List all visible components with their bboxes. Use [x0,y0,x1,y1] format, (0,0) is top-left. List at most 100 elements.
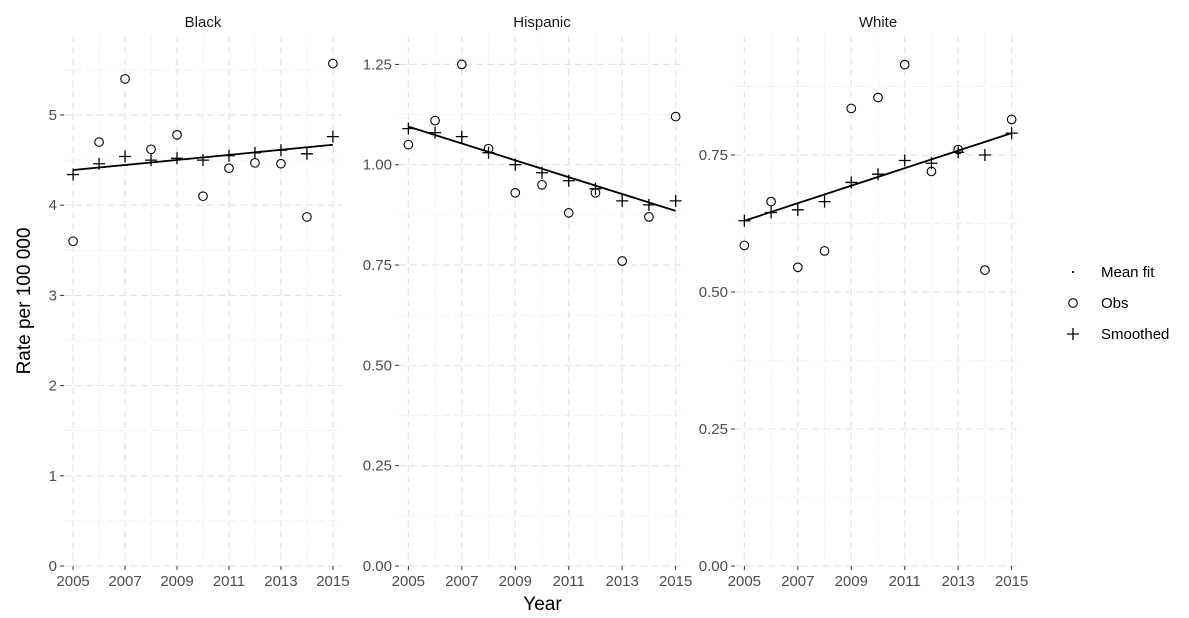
smoothed-point-black-2009 [171,152,184,165]
obs-point-black-2009 [172,130,182,140]
x-tick-label: 2005 [728,573,761,590]
smoothed-point-hispanic-2007 [455,130,468,143]
x-tick-label: 2013 [941,573,974,590]
y-tick-label: 0.00 [699,558,728,575]
y-tick-label: 0 [49,558,57,575]
obs-point-black-2005 [68,236,78,247]
obs-point-white-2005 [739,240,750,251]
smoothed-point-hispanic-2015 [669,194,682,207]
y-tick-label: 0.25 [363,458,392,475]
obs-point-white-2015 [1006,114,1017,125]
y-tick-label: 1 [49,468,57,485]
obs-point-black-2008 [146,144,156,155]
obs-point-hispanic-2013 [617,256,628,266]
x-tick-label: 2009 [499,573,532,590]
obs-point-hispanic-2011 [563,208,574,218]
obs-point-black-2007 [120,74,130,84]
y-tick-label: 0.50 [699,284,728,301]
y-tick-label: 4 [49,197,57,214]
obs-point-hispanic-2007 [456,59,467,70]
smoothed-point-black-2014 [300,147,313,160]
x-axis-title: Year [523,594,562,615]
obs-point-black-2013 [276,158,286,169]
facet-panel-hispanic: Hispanic 0.00 0.25 0.50 0.75 1.00 1.25 2005 2007… [363,14,693,590]
y-tick-label: 0.75 [699,147,728,164]
facet-title-black: Black [185,14,222,31]
x-tick-label: 2007 [781,573,814,590]
obs-point-white-2006 [766,196,776,207]
y-tick-label: 5 [49,107,57,124]
legend: Mean fit Obs Smoothed [1067,264,1169,343]
y-tick-label: 0.25 [699,421,728,438]
obs-point-white-2011 [899,59,910,70]
smoothed-point-hispanic-2014 [642,198,655,211]
x-tick-label: 2013 [264,573,297,590]
obs-point-hispanic-2015 [670,111,681,122]
smoothed-point-white-2014 [978,149,991,162]
obs-point-hispanic-2006 [430,115,440,126]
legend-key-obs [1068,298,1078,308]
smoothed-point-white-2015 [1005,127,1018,140]
x-tick-label: 2011 [553,573,585,590]
x-tick-label: 2015 [659,573,692,590]
x-tick-label: 2005 [392,573,425,590]
legend-key-mean-fit [1071,270,1075,274]
y-axis-title: Rate per 100 000 [14,228,35,375]
x-tick-label: 2009 [160,573,193,590]
y-tick-label: 2 [49,378,57,395]
smoothed-point-black-2005 [67,168,80,181]
obs-point-white-2008 [819,246,830,256]
x-tick-label: 2015 [995,573,1028,590]
smoothed-point-black-2010 [197,154,209,167]
smoothed-point-hispanic-2005 [402,122,415,135]
legend-label-mean-fit: Mean fit [1101,264,1155,281]
x-tick-label: 2013 [605,573,638,590]
facet-panel-black: Black 0 1 2 3 4 5 2005 2007 2009 2011 2013 2015 [49,14,350,590]
obs-point-black-2015 [328,58,338,69]
smoothed-point-white-2009 [845,176,858,189]
smoothed-point-hispanic-2013 [616,194,629,207]
smoothed-point-black-2006 [93,157,106,170]
smoothed-point-white-2007 [791,203,804,216]
smoothed-point-black-2013 [274,144,287,157]
legend-label-obs: Obs [1101,295,1129,312]
smoothed-point-white-2008 [818,195,831,208]
obs-point-hispanic-2014 [644,212,654,222]
legend-label-smoothed: Smoothed [1101,326,1169,343]
smoothed-point-hispanic-2012 [589,182,602,195]
smoothed-point-black-2012 [248,146,261,159]
facet-panel-white: White 0.00 0.25 0.50 0.75 2005 2007 2009 2011 201… [699,14,1029,590]
obs-point-white-2014 [980,265,990,275]
obs-point-black-2014 [302,212,312,222]
y-tick-label: 0.50 [363,357,392,374]
obs-point-white-2007 [792,262,803,273]
y-tick-label: 0.75 [363,257,392,274]
smoothed-point-black-2008 [145,154,158,167]
x-tick-label: 2007 [108,573,141,590]
facet-title-white: White [859,14,897,31]
obs-point-hispanic-2009 [510,187,521,198]
smoothed-point-white-2005 [738,214,751,227]
smoothed-point-hispanic-2006 [429,126,442,139]
obs-point-hispanic-2010 [537,179,547,190]
smoothed-point-hispanic-2011 [562,174,575,187]
obs-point-white-2009 [846,103,857,114]
legend-key-smoothed [1067,328,1079,340]
smoothed-point-white-2006 [765,206,778,219]
y-tick-label: 1.00 [363,157,392,174]
x-tick-label: 2009 [835,573,868,590]
smoothed-point-hispanic-2009 [509,158,522,171]
y-tick-label: 0.00 [363,558,392,575]
obs-point-black-2010 [198,191,208,202]
y-tick-label: 3 [49,287,57,304]
smoothed-point-black-2007 [119,150,132,163]
x-tick-label: 2011 [213,573,245,590]
smoothed-point-white-2010 [872,168,884,181]
y-tick-label: 1.25 [363,56,392,73]
smoothed-point-black-2015 [326,130,339,143]
x-tick-label: 2011 [889,573,921,590]
x-tick-label: 2015 [316,573,349,590]
smoothed-point-white-2011 [898,154,911,167]
